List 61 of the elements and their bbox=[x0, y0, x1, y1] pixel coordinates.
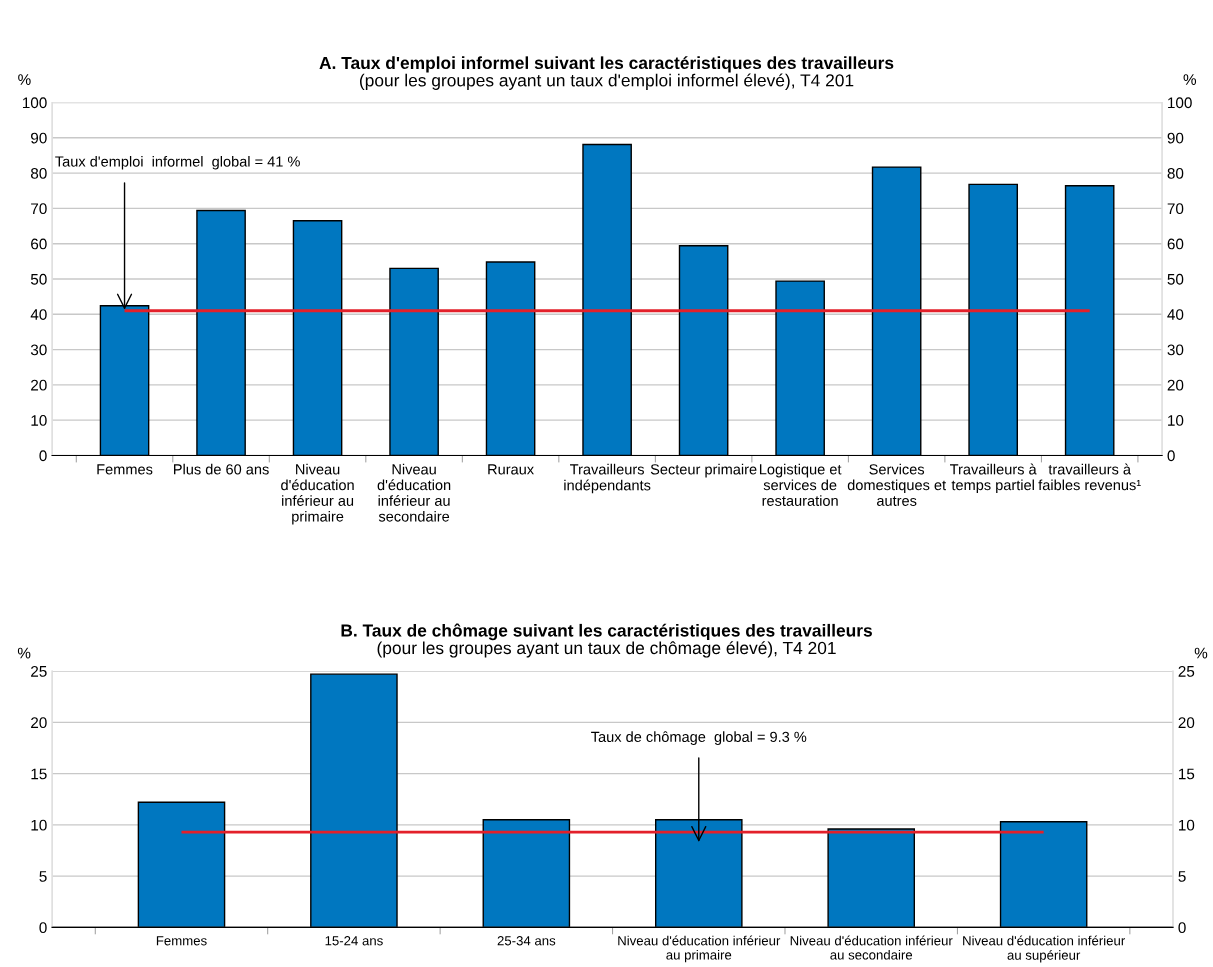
x-tick-label: Secteur primaire bbox=[650, 463, 757, 478]
y-tick-label: 15 bbox=[31, 768, 47, 780]
y-tick-label: 80 bbox=[30, 167, 47, 179]
y-tick-label: 30 bbox=[30, 344, 47, 356]
y2-axis-title: % bbox=[1183, 74, 1197, 85]
y2-tick-label: 0 bbox=[1178, 922, 1186, 934]
x-tick-label: Ruraux bbox=[488, 464, 534, 475]
x-tick-label: Travailleurs à temps partiel bbox=[950, 463, 1037, 494]
y2-tick-label: 50 bbox=[1167, 273, 1184, 285]
chart-subtitle: (pour les groupes ayant un taux d'emploi informel élevé), T4 201 bbox=[360, 73, 854, 90]
y2-axis-title: % bbox=[1194, 647, 1208, 659]
annotation: Taux d'emploi informel global = 41 % bbox=[55, 155, 300, 170]
annotation: Taux de chômage global = 9.3 % bbox=[591, 731, 807, 745]
x-tick-label: 15-24 ans bbox=[325, 936, 383, 946]
x-tick-label: travailleurs à faibles revenus¹ bbox=[1038, 463, 1141, 491]
x-tick-label: Travailleurs indépendants bbox=[564, 463, 651, 494]
y-tick-label: 20 bbox=[31, 379, 47, 391]
y2-tick-label: 15 bbox=[1179, 768, 1195, 780]
y-tick-label: 50 bbox=[30, 273, 47, 285]
chart-subtitle: (pour les groupes ayant un taux de chômage élevé), T4 201 bbox=[377, 641, 836, 658]
y-tick-label: 100 bbox=[22, 97, 47, 109]
y-tick-label: 10 bbox=[31, 819, 47, 831]
x-tick-label: Logistique et services de restauration bbox=[759, 463, 842, 506]
y-axis-title: % bbox=[18, 74, 31, 85]
y-tick-label: 70 bbox=[31, 203, 47, 215]
x-tick-label: Niveau d'éducation inférieur au secondaire bbox=[790, 935, 953, 960]
y-tick-label: 90 bbox=[31, 132, 47, 144]
y-tick-label: 20 bbox=[31, 717, 47, 729]
y-tick-label: 25 bbox=[31, 665, 47, 677]
x-tick-label: Femmes bbox=[156, 936, 207, 946]
x-tick-label: Niveau d'éducation inférieur au supérieur bbox=[963, 935, 1126, 963]
y-tick-label: 0 bbox=[39, 450, 47, 462]
y2-tick-label: 60 bbox=[1167, 238, 1184, 250]
y2-tick-label: 40 bbox=[1167, 309, 1184, 320]
y-tick-label: 10 bbox=[31, 415, 47, 426]
x-tick-label: Niveau d'éducation inférieur au primaire bbox=[281, 463, 354, 525]
y-axis-title: % bbox=[17, 647, 31, 659]
y2-tick-label: 0 bbox=[1167, 450, 1175, 462]
x-tick-label: Niveau d'éducation inférieur au primaire bbox=[618, 935, 781, 963]
y2-tick-label: 10 bbox=[1179, 819, 1195, 831]
y2-tick-label: 80 bbox=[1167, 167, 1184, 179]
x-tick-label: Niveau d'éducation inférieur au secondaire bbox=[377, 463, 451, 522]
y-tick-label: 0 bbox=[39, 922, 47, 934]
x-tick-label: Femmes bbox=[97, 464, 153, 475]
y2-tick-label: 5 bbox=[1178, 871, 1186, 882]
y2-tick-label: 10 bbox=[1168, 415, 1184, 426]
y2-tick-label: 100 bbox=[1168, 97, 1192, 109]
chart-title: A. Taux d'emploi informel suivant les caractéristiques des travailleurs bbox=[319, 56, 894, 73]
y2-tick-label: 20 bbox=[1167, 379, 1184, 391]
y-tick-label: 5 bbox=[39, 871, 47, 882]
x-tick-label: Services domestiques et autres bbox=[847, 463, 946, 506]
y2-tick-label: 70 bbox=[1167, 203, 1184, 215]
y2-tick-label: 90 bbox=[1167, 132, 1184, 144]
y-tick-label: 60 bbox=[31, 238, 47, 250]
x-tick-label: Plus de 60 ans bbox=[174, 463, 269, 475]
y-tick-label: 40 bbox=[30, 309, 47, 320]
y2-tick-label: 30 bbox=[1167, 344, 1184, 356]
x-tick-label: 25-34 ans bbox=[497, 936, 556, 946]
y2-tick-label: 20 bbox=[1178, 717, 1195, 729]
y2-tick-label: 25 bbox=[1178, 665, 1195, 677]
chart-title: B. Taux de chômage suivant les caractéristiques des travailleurs bbox=[341, 623, 872, 641]
